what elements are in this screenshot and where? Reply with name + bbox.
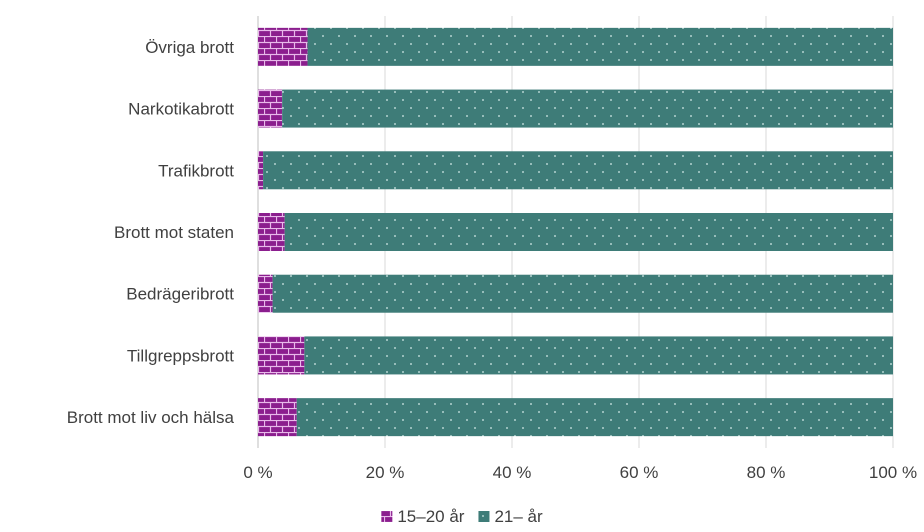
x-tick-label: 60 % (620, 463, 659, 482)
category-label-narkotikabrott: Narkotikabrott (128, 100, 234, 119)
category-label-bedrageribrott: Bedrägeribrott (126, 285, 234, 304)
bar-trafikbrott-series-1 (258, 151, 264, 190)
legend-label-series-2: 21– år (494, 507, 543, 526)
bar-narkotikabrott-series-1 (258, 89, 283, 128)
x-tick-label: 0 % (243, 463, 272, 482)
bar-trafikbrott-series-2 (263, 151, 894, 190)
legend-swatch-series-2 (478, 511, 490, 522)
x-tick-label: 40 % (493, 463, 532, 482)
category-labels: Övriga brott Narkotikabrott Trafikbrott Bro… (67, 38, 235, 427)
x-tick-labels: 0 % 20 % 40 % 60 % 80 % 100 % (243, 463, 917, 482)
category-label-trafikbrott: Trafikbrott (158, 161, 234, 180)
bar-tillgreppsbrott-series-1 (258, 336, 305, 375)
bars (258, 27, 894, 437)
bar-bedrageribrott-series-1 (258, 274, 273, 313)
category-label-ovriga-brott: Övriga brott (145, 38, 234, 57)
legend-label-series-1: 15–20 år (397, 507, 464, 526)
bar-brott-mot-liv-och-halsa-series-1 (258, 398, 297, 437)
bar-bedrageribrott-series-2 (272, 274, 894, 313)
bar-brott-mot-staten-series-2 (284, 213, 893, 251)
category-label-brott-mot-staten: Brott mot staten (114, 223, 234, 242)
bar-narkotikabrott-series-2 (282, 89, 893, 128)
bar-brott-mot-liv-och-halsa-series-2 (296, 398, 893, 437)
bar-tillgreppsbrott-series-2 (304, 336, 894, 375)
bar-brott-mot-staten-series-1 (258, 213, 285, 251)
x-tick-label: 80 % (747, 463, 786, 482)
bar-ovriga-brott-series-1 (258, 27, 308, 66)
legend: 15–20 år 21– år (381, 507, 543, 526)
x-tick-label: 100 % (869, 463, 917, 482)
x-tick-label: 20 % (366, 463, 405, 482)
legend-swatch-series-1 (381, 511, 393, 522)
category-label-brott-mot-liv-och-halsa: Brott mot liv och hälsa (67, 408, 235, 427)
bar-ovriga-brott-series-2 (307, 27, 893, 66)
category-label-tillgreppsbrott: Tillgreppsbrott (127, 346, 234, 365)
